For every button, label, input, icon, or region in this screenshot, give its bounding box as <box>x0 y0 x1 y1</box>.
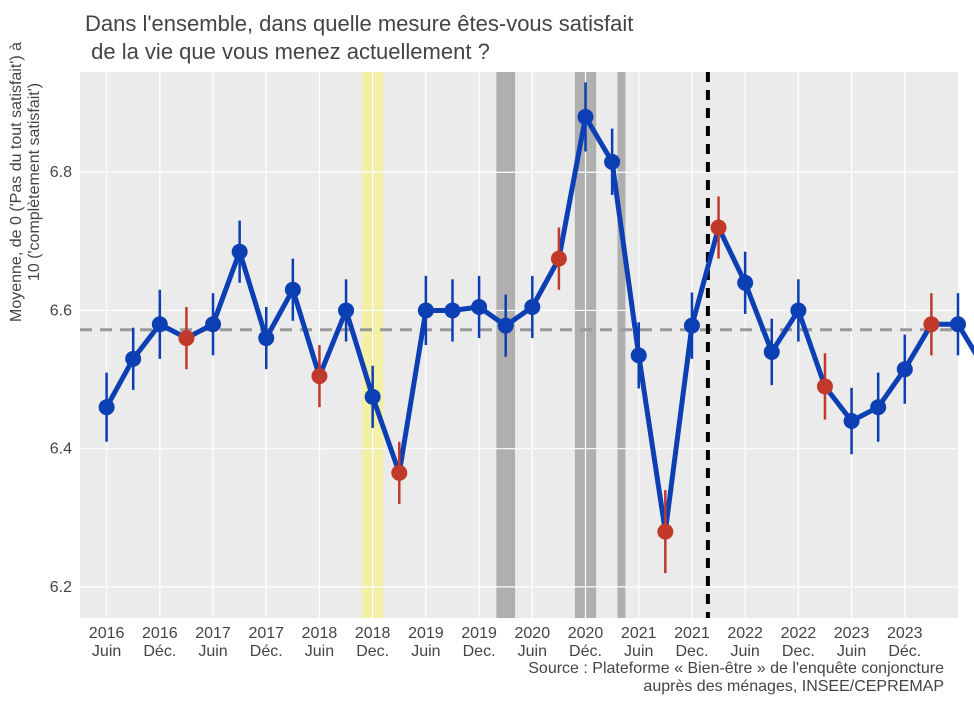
data-point <box>844 413 860 429</box>
data-point <box>684 318 700 334</box>
x-tick-label: 2022Juin <box>727 625 763 660</box>
data-point <box>311 368 327 384</box>
x-tick-label: 2023Juin <box>834 625 870 660</box>
data-point <box>498 318 514 334</box>
x-tick-label: 2019Juin <box>408 625 444 660</box>
y-tick-label: 6.6 <box>50 302 72 319</box>
chart-container: Dans l'ensemble, dans quelle mesure êtes… <box>0 0 974 708</box>
data-point <box>923 316 939 332</box>
data-point <box>790 302 806 318</box>
data-point <box>178 330 194 346</box>
x-tick-label: 2016Juin <box>89 625 125 660</box>
y-axis-label: Moyenne, de 0 ('Pas du tout satisfait') … <box>8 42 44 322</box>
data-point <box>897 361 913 377</box>
data-point <box>604 154 620 170</box>
x-tick-label: 2018Dec. <box>355 625 391 660</box>
x-tick-label: 2020Déc. <box>568 625 604 660</box>
data-point <box>338 302 354 318</box>
x-tick-label: 2020Juin <box>515 625 551 660</box>
x-tick-label: 2018Juin <box>302 625 338 660</box>
plot-panel <box>80 72 958 618</box>
data-point <box>764 344 780 360</box>
y-tick-label: 6.2 <box>50 579 72 596</box>
data-point <box>391 465 407 481</box>
data-point <box>950 316 966 332</box>
data-point <box>578 109 594 125</box>
data-point <box>418 302 434 318</box>
x-tick-label: 2023Déc. <box>887 625 923 660</box>
x-tick-label: 2021Dec. <box>674 625 710 660</box>
data-point <box>551 251 567 267</box>
x-tick-label: 2021Juin <box>621 625 657 660</box>
y-tick-label: 6.4 <box>50 441 72 458</box>
data-point <box>444 302 460 318</box>
data-point <box>152 316 168 332</box>
data-point <box>711 220 727 236</box>
x-tick-label: 2017Déc. <box>248 625 284 660</box>
x-tick-label: 2019Dec. <box>461 625 497 660</box>
data-point <box>365 389 381 405</box>
x-tick-label: 2017Juin <box>195 625 231 660</box>
plot-svg: 6.2 6.4 6.6 6.8 2016Juin 2016Déc. 2017Juin 2017… <box>0 0 974 708</box>
data-point <box>524 299 540 315</box>
event-band <box>617 72 625 618</box>
data-point <box>258 330 274 346</box>
chart-title: Dans l'ensemble, dans quelle mesure êtes… <box>85 10 633 65</box>
y-tick-label: 6.8 <box>50 164 72 181</box>
source-caption: Source : Plateforme « Bien-être » de l'e… <box>528 660 944 696</box>
x-tick-label: 2016Déc. <box>142 625 178 660</box>
data-point <box>737 275 753 291</box>
data-point <box>657 524 673 540</box>
x-tick-label: 2022Dec. <box>781 625 817 660</box>
data-point <box>205 316 221 332</box>
data-point <box>232 244 248 260</box>
data-point <box>870 399 886 415</box>
data-point <box>817 378 833 394</box>
data-point <box>285 282 301 298</box>
data-point <box>125 351 141 367</box>
data-point <box>631 347 647 363</box>
data-point <box>471 299 487 315</box>
data-point <box>99 399 115 415</box>
